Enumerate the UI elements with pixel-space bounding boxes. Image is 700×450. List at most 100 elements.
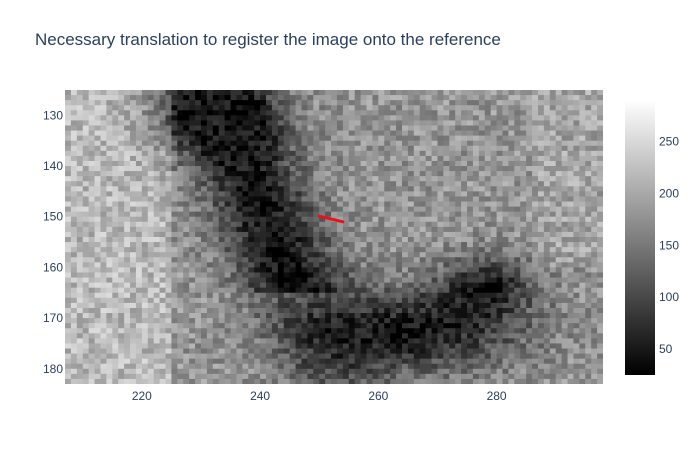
- heatmap-cell: [526, 262, 533, 269]
- heatmap-cell: [159, 95, 167, 101]
- heatmap-cell: [70, 206, 78, 213]
- heatmap-cell: [396, 216, 403, 223]
- heatmap-cell: [449, 287, 456, 294]
- heatmap-cell: [484, 206, 492, 213]
- heatmap-cell: [224, 191, 232, 198]
- heatmap-cell: [543, 201, 551, 208]
- heatmap-cell: [271, 257, 279, 263]
- heatmap-cell: [260, 115, 267, 122]
- heatmap-cell: [532, 262, 539, 269]
- heatmap-cell: [467, 95, 474, 101]
- heatmap-cell: [242, 297, 249, 304]
- heatmap-cell: [597, 135, 603, 142]
- heatmap-cell: [242, 323, 249, 329]
- heatmap-cell: [520, 176, 527, 182]
- heatmap-cell: [94, 135, 102, 142]
- heatmap-cell: [431, 358, 439, 365]
- heatmap-cell: [449, 282, 456, 289]
- heatmap-cell: [331, 343, 338, 350]
- plot-area[interactable]: [65, 90, 604, 385]
- heatmap-cell: [112, 211, 119, 218]
- heatmap-cell: [472, 166, 480, 172]
- heatmap-cell: [177, 247, 184, 253]
- heatmap-cell: [342, 237, 350, 243]
- heatmap-cell: [159, 307, 167, 314]
- heatmap-cell: [331, 145, 338, 152]
- heatmap-cell: [70, 287, 78, 294]
- heatmap-cell: [325, 206, 332, 213]
- heatmap-cell: [342, 120, 350, 127]
- heatmap-cell: [467, 318, 474, 324]
- heatmap-cell: [467, 358, 474, 365]
- heatmap-cell: [325, 267, 332, 274]
- heatmap-cell: [218, 292, 226, 299]
- heatmap-cell: [100, 206, 107, 213]
- heatmap-cell: [141, 242, 149, 248]
- heatmap-cell: [342, 257, 350, 263]
- heatmap-cell: [88, 95, 96, 101]
- heatmap-cell: [384, 115, 391, 122]
- heatmap-cell: [218, 206, 226, 213]
- heatmap-cell: [372, 221, 379, 228]
- heatmap-cell: [396, 155, 403, 162]
- heatmap-cell: [419, 262, 427, 269]
- heatmap-cell: [585, 247, 592, 253]
- heatmap-cell: [141, 343, 149, 350]
- heatmap-cell: [147, 221, 155, 228]
- heatmap-cell: [82, 221, 90, 228]
- heatmap-cell: [277, 221, 285, 228]
- heatmap-cell: [526, 181, 533, 187]
- heatmap-cell: [147, 323, 155, 329]
- heatmap-cell: [502, 95, 509, 101]
- heatmap-cell: [200, 211, 208, 218]
- heatmap-cell: [94, 226, 102, 233]
- heatmap-cell: [206, 242, 214, 248]
- heatmap-cell: [348, 267, 356, 274]
- heatmap-cell: [224, 125, 232, 132]
- heatmap-cell: [242, 262, 249, 269]
- heatmap-cell: [537, 196, 545, 203]
- heatmap-cell: [437, 262, 444, 269]
- heatmap-cell: [567, 171, 575, 177]
- heatmap-cell: [354, 166, 362, 172]
- heatmap-cell: [189, 328, 196, 334]
- heatmap-cell: [437, 125, 444, 132]
- heatmap-cell: [206, 247, 214, 253]
- heatmap-cell: [396, 171, 403, 177]
- heatmap-cell: [331, 277, 338, 284]
- heatmap-cell: [342, 95, 350, 101]
- heatmap-cell: [82, 257, 90, 263]
- heatmap-cell: [390, 313, 397, 319]
- heatmap-cell: [200, 120, 208, 127]
- heatmap-cell: [360, 110, 368, 116]
- heatmap-cell: [419, 186, 427, 192]
- heatmap-cell: [141, 292, 149, 299]
- heatmap-cell: [520, 181, 527, 187]
- heatmap-cell: [431, 110, 439, 116]
- heatmap-cell: [484, 216, 492, 223]
- heatmap-cell: [478, 302, 486, 309]
- heatmap-cell: [467, 196, 474, 203]
- heatmap-cell: [177, 110, 184, 116]
- heatmap-cell: [165, 100, 173, 106]
- heatmap-cell: [277, 277, 285, 284]
- heatmap-cell: [118, 100, 125, 106]
- heatmap-cell: [478, 105, 486, 111]
- heatmap-cell: [177, 323, 184, 329]
- heatmap-cell: [313, 313, 320, 319]
- heatmap-cell: [508, 95, 515, 101]
- heatmap-cell: [307, 348, 314, 355]
- heatmap-cell: [106, 150, 113, 157]
- heatmap-cell: [124, 252, 131, 258]
- heatmap-cell: [124, 105, 131, 111]
- heatmap-cell: [348, 221, 356, 228]
- heatmap-cell: [206, 160, 214, 167]
- heatmap-cell: [266, 282, 273, 289]
- heatmap-cell: [141, 287, 149, 294]
- heatmap-cell: [514, 338, 521, 345]
- heatmap-cell: [472, 125, 480, 132]
- heatmap-cell: [153, 267, 161, 274]
- heatmap-cell: [307, 328, 314, 334]
- heatmap-cell: [260, 262, 267, 269]
- heatmap-cell: [407, 135, 415, 142]
